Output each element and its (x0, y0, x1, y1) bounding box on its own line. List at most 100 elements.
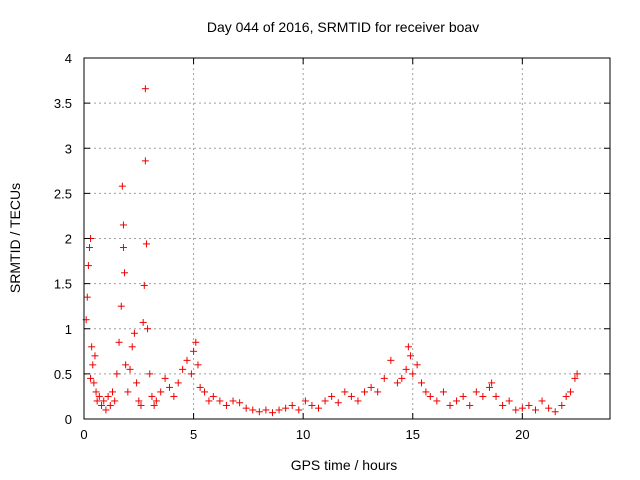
data-point (93, 397, 101, 405)
data-point (137, 401, 145, 409)
data-point (87, 374, 95, 382)
data-point (446, 401, 454, 409)
data-point (288, 401, 296, 409)
data-point (393, 379, 401, 387)
data-point (108, 388, 116, 396)
data-point (367, 383, 375, 391)
data-point (301, 397, 309, 405)
data-point (142, 240, 150, 248)
x-tick-label: 10 (296, 427, 310, 442)
data-point (104, 392, 112, 400)
data-point (122, 361, 130, 369)
data-point (139, 318, 147, 326)
plot-frame (83, 57, 611, 420)
y-axis-tick-labels: 0 0.5 1 1.5 2 2.5 3 3.5 4 (54, 51, 72, 427)
data-point (88, 343, 96, 351)
data-point (170, 392, 178, 400)
data-point (268, 409, 276, 417)
data-point (152, 397, 160, 405)
data-point (573, 370, 581, 378)
data-point (466, 401, 474, 409)
data-point (115, 338, 123, 346)
y-tick-label: 0.5 (54, 367, 72, 382)
data-point (341, 388, 349, 396)
data-point (567, 388, 575, 396)
data-point (194, 361, 202, 369)
data-point (118, 182, 126, 190)
data-point (187, 370, 195, 378)
data-point (321, 397, 329, 405)
data-point (387, 356, 395, 364)
y-tick-label: 2 (65, 232, 72, 247)
data-point (426, 392, 434, 400)
data-point (571, 374, 579, 382)
data-point (499, 401, 507, 409)
data-point (201, 388, 209, 396)
x-tick-label: 5 (190, 427, 197, 442)
data-point (562, 392, 570, 400)
data-point (492, 392, 500, 400)
data-point (179, 365, 187, 373)
data-point (196, 383, 204, 391)
data-point (361, 388, 369, 396)
data-point (174, 379, 182, 387)
data-point (141, 157, 149, 165)
grid-lines (84, 58, 610, 419)
data-point (398, 374, 406, 382)
data-point (130, 329, 138, 337)
data-point (128, 343, 136, 351)
data-point (229, 397, 237, 405)
data-point (275, 406, 283, 414)
data-point (295, 406, 303, 414)
data-point (459, 392, 467, 400)
data-point (90, 379, 98, 387)
data-point (242, 404, 250, 412)
data-point (479, 392, 487, 400)
data-point (538, 397, 546, 405)
x-tick-label: 20 (515, 427, 529, 442)
data-point (433, 397, 441, 405)
y-tick-label: 3.5 (54, 96, 72, 111)
x-tick-label: 0 (80, 427, 87, 442)
data-point (106, 401, 114, 409)
data-point (472, 388, 480, 396)
data-point (119, 244, 127, 252)
y-axis-label: SRMTID / TECUs (7, 183, 23, 293)
data-point (236, 399, 244, 407)
data-point (192, 338, 200, 346)
data-point (404, 343, 412, 351)
data-point (111, 397, 119, 405)
data-point (488, 379, 496, 387)
y-tick-label: 2.5 (54, 186, 72, 201)
data-point (100, 397, 108, 405)
y-tick-label: 3 (65, 141, 72, 156)
data-point (161, 374, 169, 382)
data-point (413, 361, 421, 369)
data-point (144, 325, 152, 333)
data-point (102, 406, 110, 414)
data-point (135, 397, 143, 405)
y-tick-label: 0 (65, 412, 72, 427)
data-point (409, 370, 417, 378)
data-point (315, 404, 323, 412)
data-point (347, 392, 355, 400)
data-point (282, 404, 290, 412)
data-point (334, 399, 342, 407)
data-point (183, 356, 191, 364)
data-point (354, 397, 362, 405)
data-point (95, 392, 103, 400)
data-point (141, 85, 149, 93)
data-point (84, 262, 92, 270)
data-point (262, 406, 270, 414)
x-axis-label: GPS time / hours (291, 457, 398, 473)
data-point (402, 365, 410, 373)
data-point (146, 370, 154, 378)
data-point (133, 379, 141, 387)
data-point (558, 401, 566, 409)
data-point (124, 388, 132, 396)
data-point (249, 406, 257, 414)
data-point (551, 408, 559, 416)
data-point (525, 401, 533, 409)
axis-ticks (83, 57, 610, 420)
data-point (91, 352, 99, 360)
